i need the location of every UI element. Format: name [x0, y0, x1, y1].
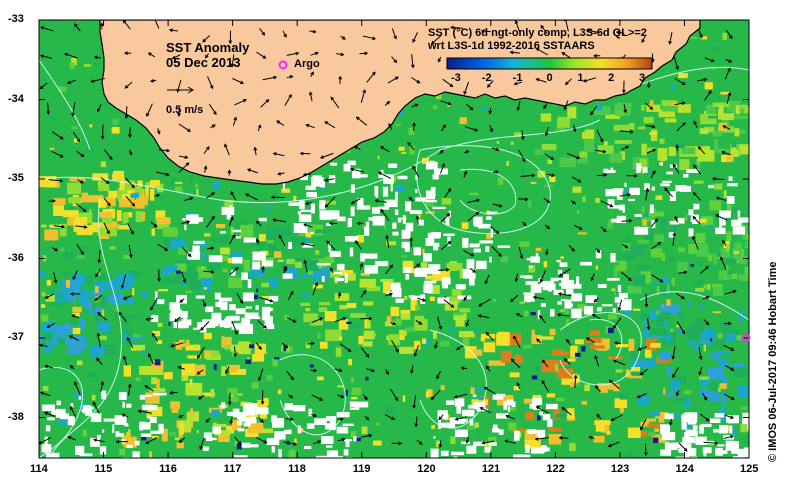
- lon-tick-label: 121: [481, 463, 501, 475]
- map-date: 05 Dec 2013: [166, 55, 241, 70]
- lat-tick-label: -36: [8, 251, 24, 264]
- velocity-legend-label: 0.5 m/s: [166, 104, 204, 116]
- argo-legend-label: Argo: [294, 58, 320, 70]
- lat-tick-label: -38: [8, 410, 24, 423]
- product-description: SST (°C) 6d ngt-only comp, L3S-6d QL>=2: [428, 27, 647, 39]
- credit-text: © IMOS 06-Jul-2017 09:46 Hobart Time: [767, 261, 779, 462]
- lon-tick-label: 116: [159, 463, 177, 475]
- lon-tick-label: 125: [740, 463, 759, 475]
- argo-float-icon: [741, 333, 751, 343]
- lon-tick-label: 122: [546, 463, 565, 475]
- lon-tick-label: 123: [610, 463, 630, 475]
- colorbar: [446, 57, 653, 70]
- colorbar-tick-label: 3: [639, 72, 646, 84]
- lon-tick-label: 120: [417, 463, 436, 475]
- velocity-arrow-icon: [167, 86, 194, 94]
- lon-tick-label: 115: [94, 463, 113, 475]
- lat-tick-label: -37: [8, 331, 24, 343]
- lon-tick-label: 119: [352, 463, 371, 475]
- reference-description: wrt L3S-1d 1992-2016 SSTAARS: [428, 40, 595, 52]
- plot-frame: [38, 19, 750, 459]
- lon-tick-label: 114: [30, 463, 48, 475]
- colorbar-tick-label: -2: [481, 72, 492, 84]
- lon-tick-label: 117: [223, 463, 242, 475]
- colorbar-tick-label: 1: [577, 72, 584, 84]
- cloud-gaps: [41, 160, 749, 458]
- lat-tick-label: -35: [8, 172, 24, 184]
- current-vectors: [39, 20, 738, 457]
- lat-tick-label: -33: [8, 13, 24, 25]
- lon-tick-label: 124: [675, 463, 694, 475]
- argo-marker-icon: [278, 60, 288, 70]
- lon-tick-label: 118: [288, 463, 306, 475]
- lat-tick-label: -34: [8, 92, 24, 105]
- ssh-contours: [39, 59, 749, 458]
- colorbar-tick-label: 0: [546, 72, 553, 84]
- colorbar-tick-label: -1: [512, 72, 523, 84]
- colorbar-tick-label: 2: [608, 72, 615, 84]
- map-title: SST Anomaly: [166, 40, 250, 55]
- colorbar-tick-label: -3: [451, 72, 461, 84]
